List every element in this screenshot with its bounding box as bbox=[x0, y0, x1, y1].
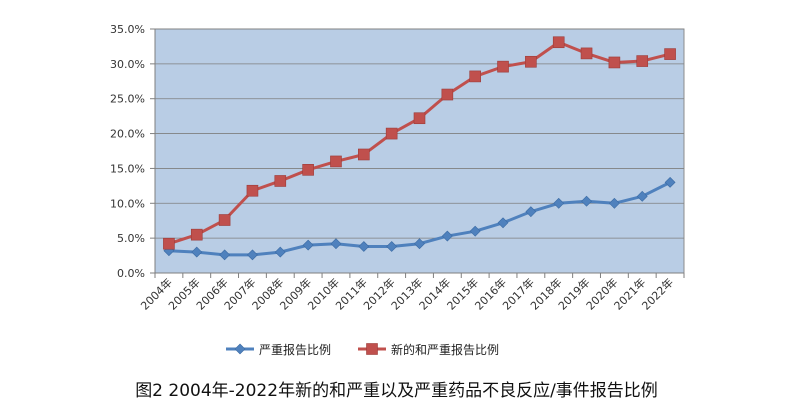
data-point-2 bbox=[218, 214, 231, 226]
data-point-1 bbox=[553, 197, 565, 209]
y-tick-label: 35.0% bbox=[110, 23, 145, 36]
data-point-1 bbox=[469, 225, 481, 237]
data-point-1 bbox=[302, 239, 314, 251]
data-point-2 bbox=[636, 55, 649, 67]
data-point-1 bbox=[219, 249, 231, 261]
data-point-1 bbox=[664, 176, 676, 188]
data-point-2 bbox=[190, 228, 203, 241]
y-tick-label: 20.0% bbox=[110, 128, 145, 141]
data-point-1 bbox=[608, 197, 620, 209]
data-point-2 bbox=[469, 70, 481, 83]
legend-marker bbox=[234, 343, 246, 355]
data-point-2 bbox=[274, 175, 287, 187]
data-point-1 bbox=[358, 241, 370, 252]
plot-area bbox=[154, 28, 685, 274]
figure-caption: 图2 2004年-2022年新的和严重以及严重药品不良反应/事件报告比例 bbox=[135, 381, 658, 401]
data-point-1 bbox=[497, 217, 509, 229]
x-tick-label: 2022年 bbox=[639, 275, 676, 312]
data-point-2 bbox=[302, 164, 314, 176]
data-point-2 bbox=[552, 36, 565, 49]
data-point-2 bbox=[163, 237, 175, 250]
data-point-2 bbox=[246, 184, 259, 197]
legend-marker bbox=[366, 343, 378, 355]
data-point-2 bbox=[497, 60, 509, 73]
legend-label: 严重报告比例 bbox=[259, 342, 331, 357]
data-point-1 bbox=[247, 249, 258, 261]
y-tick-label: 15.0% bbox=[110, 162, 145, 175]
data-point-1 bbox=[414, 238, 425, 250]
y-tick-label: 30.0% bbox=[110, 58, 145, 71]
data-point-2 bbox=[580, 47, 593, 60]
data-point-1 bbox=[330, 238, 342, 250]
data-point-1 bbox=[191, 246, 203, 258]
data-point-1 bbox=[636, 190, 648, 202]
data-point-1 bbox=[274, 246, 286, 258]
y-tick-label: 10.0% bbox=[110, 197, 145, 210]
y-tick-label: 0.0% bbox=[117, 267, 145, 280]
legend-label: 新的和严重报告比例 bbox=[391, 342, 499, 357]
data-point-1 bbox=[386, 241, 398, 252]
data-point-2 bbox=[358, 148, 370, 161]
data-point-2 bbox=[330, 155, 342, 168]
data-point-1 bbox=[525, 206, 537, 218]
y-tick-label: 5.0% bbox=[117, 232, 145, 245]
data-point-2 bbox=[608, 56, 621, 69]
line-chart: 0.0% 5.0% 10.0% 15.0% 20.0% 25.0% 30.0% 35.0% 2… bbox=[110, 23, 685, 357]
data-point-2 bbox=[664, 48, 676, 60]
y-tick-label: 25.0% bbox=[110, 93, 145, 106]
data-point-1 bbox=[581, 195, 592, 207]
data-point-2 bbox=[441, 88, 454, 101]
data-point-1 bbox=[441, 230, 453, 242]
data-point-2 bbox=[413, 112, 426, 125]
data-point-2 bbox=[525, 55, 537, 68]
data-point-2 bbox=[385, 127, 398, 140]
